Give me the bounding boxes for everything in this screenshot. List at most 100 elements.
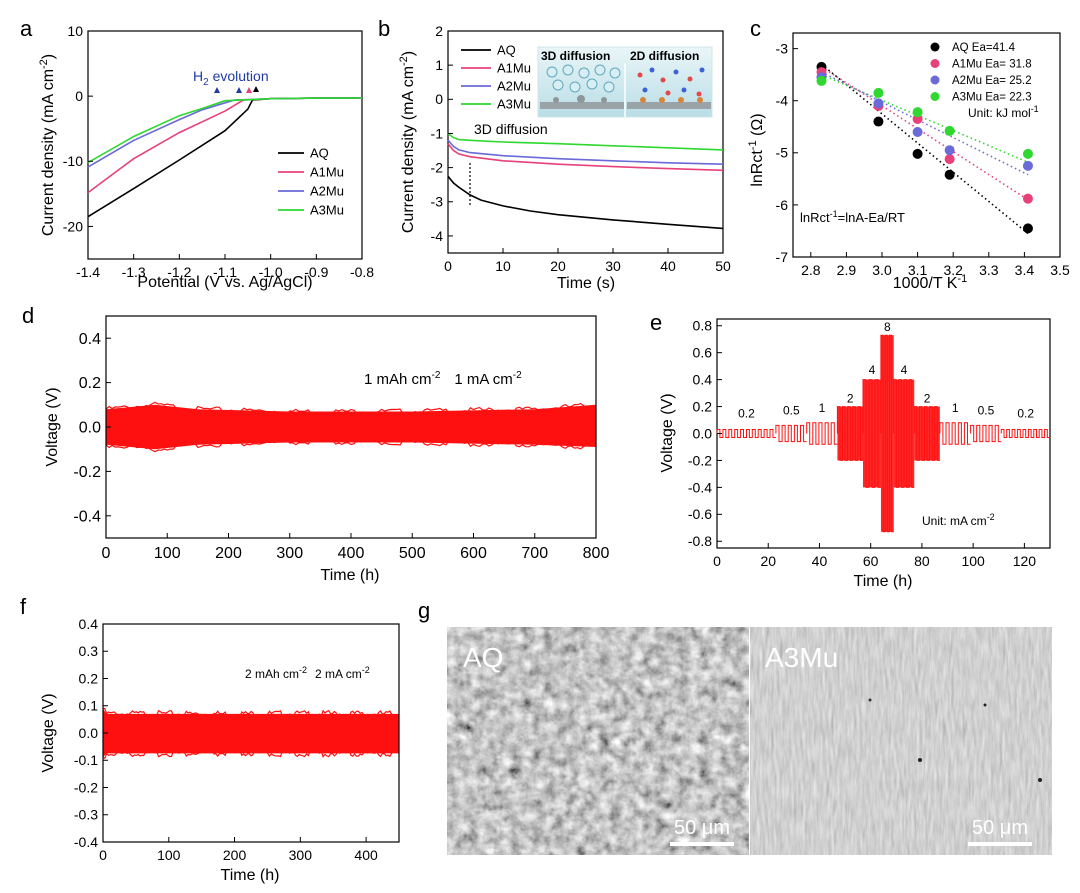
deposit-icon [659, 97, 665, 103]
h2-arrows [214, 86, 259, 93]
voltage-envelope [103, 708, 399, 758]
rate-label: 1 [952, 401, 959, 415]
rate-label: 0.2 [1017, 406, 1034, 420]
voltage-lower-edge [105, 439, 597, 453]
legend-label: AQ [497, 43, 516, 58]
x-tick-label: 2.9 [837, 262, 857, 278]
legend-label: A2Mu Ea= 25.2 [952, 75, 1032, 87]
panel-b-plot-frame [447, 30, 724, 254]
d-capacity: 1 mAh cm [364, 371, 432, 388]
y-tick-label: 0.0 [693, 425, 713, 441]
ion-icon [552, 79, 564, 91]
y-tick-label: 0.4 [79, 616, 99, 632]
panel-d-xlabel: Time (h) [321, 567, 380, 584]
panel-a-ylabel-sup: -2 [38, 59, 50, 69]
panel-a-legend: AQ A1Mu A2Mu A3Mu [278, 146, 344, 218]
legend-marker [930, 92, 940, 101]
panel-b-ylabel: Current density (mA cm-2) [398, 51, 417, 233]
equation-end: =lnA-Ea/RT [838, 210, 905, 225]
x-tick-label: 120 [1013, 553, 1037, 569]
panel-f-label: f [20, 594, 27, 619]
panel-c-yticks: -3 -4 -5 -6 -7 [776, 41, 798, 265]
ion-icon [637, 72, 643, 78]
ion-icon [609, 67, 621, 79]
rate-label: 0.5 [783, 404, 800, 418]
y-tick-label: 0.8 [693, 318, 713, 334]
y-tick-label: -0.1 [74, 752, 98, 768]
deposit-icon [601, 97, 607, 103]
panel-c-equation: lnRct-1=lnA-Ea/RT [800, 209, 905, 225]
y-tick-label: -1 [431, 125, 444, 141]
data-point-a3mu [944, 125, 955, 136]
sem-image-aq: AQ 50 μm [447, 627, 749, 855]
arrow-icon [214, 87, 220, 93]
legend-label: A1Mu [497, 61, 531, 76]
sem-a3mu-scale-text: 50 μm [972, 817, 1028, 839]
legend-label: AQ Ea=41.4 [952, 42, 1016, 54]
panel-c-xlabel-sup: -1 [957, 273, 967, 285]
arrow-icon [246, 87, 252, 93]
panel-g: g AQ 50 μm A3Mu 50 μm [418, 598, 1052, 855]
panel-a-label: a [20, 16, 33, 41]
ion-icon [562, 64, 574, 76]
legend-label: AQ [310, 146, 329, 161]
y-tick-label: -7 [776, 249, 789, 265]
panel-e-unit-sup: -2 [987, 512, 995, 522]
y-tick-label: 0 [435, 91, 443, 107]
x-tick-label: 3.4 [1015, 262, 1035, 278]
data-point-a3mu [1022, 148, 1033, 159]
y-tick-label: -5 [776, 145, 789, 161]
panel-c-points [816, 61, 1033, 234]
x-tick-label: 300 [289, 847, 313, 863]
y-tick-label: 1 [435, 57, 443, 73]
ion-icon [696, 91, 702, 97]
legend-label: A1Mu [310, 165, 344, 180]
y-tick-label: -0.2 [73, 464, 101, 481]
x-tick-label: 3.2 [943, 262, 963, 278]
panel-a-series [87, 97, 362, 218]
panel-e-voltage-trace [716, 334, 1050, 533]
rate-segment-block [837, 406, 864, 461]
rate-segment-trace [806, 422, 838, 445]
data-point-a3mu [873, 87, 884, 98]
panel-c-legend: AQ Ea=41.4 A1Mu Ea= 31.8 A2Mu Ea= 25.2 A3Mu… [930, 42, 1032, 104]
ion-icon [603, 81, 615, 93]
x-tick-label: 100 [961, 553, 985, 569]
x-tick-label: 700 [521, 545, 548, 562]
panel-g-label: g [418, 598, 430, 623]
legend-label: A3Mu Ea= 22.3 [952, 92, 1032, 104]
x-tick-label: 2.8 [801, 262, 821, 278]
x-tick-label: -1.4 [76, 264, 100, 280]
panel-a-ylabel: Current density (mA cm-2) [38, 54, 57, 236]
ion-icon [578, 67, 590, 79]
inset-3d-electrode [540, 102, 624, 109]
panel-a-xlabel: Potential (V vs. Ag/AgCl) [137, 274, 312, 291]
panel-d-xticks: 0 100 200 300 400 500 600 700 800 [102, 533, 609, 562]
sem-aq-scale-bar [670, 842, 734, 846]
sem-aq-texture [447, 627, 749, 855]
x-tick-label: 300 [276, 545, 303, 562]
equation-main: lnRct [800, 210, 830, 225]
panel-e-unit-note: Unit: mA cm-2 [922, 512, 995, 528]
data-point-aq [1022, 223, 1033, 234]
panel-d-condition: 1 mAh cm-2 1 mA cm-2 [364, 370, 522, 388]
series-line-a3mu [87, 97, 362, 164]
y-tick-label: 0.2 [79, 375, 101, 392]
ion-icon [642, 87, 648, 93]
ion-icon [699, 67, 705, 73]
ion-icon [649, 67, 655, 73]
panel-c-fit-lines [820, 63, 1029, 235]
sem-pore [1038, 778, 1042, 782]
y-tick-label: -6 [776, 197, 789, 213]
rate-label: 4 [869, 363, 876, 377]
panel-f-condition: 2 mAh cm-2 2 mA cm-2 [245, 665, 370, 681]
legend-label: A3Mu [310, 203, 344, 218]
x-tick-label: 500 [399, 545, 426, 562]
x-tick-label: 40 [660, 258, 676, 274]
x-tick-label: 0 [444, 258, 452, 274]
panel-b-yticks: 2 1 0 -1 -2 -3 -4 [431, 23, 453, 244]
rate-segment-trace [970, 424, 1002, 443]
x-tick-label: 400 [354, 847, 378, 863]
y-tick-label: -3 [431, 194, 444, 210]
